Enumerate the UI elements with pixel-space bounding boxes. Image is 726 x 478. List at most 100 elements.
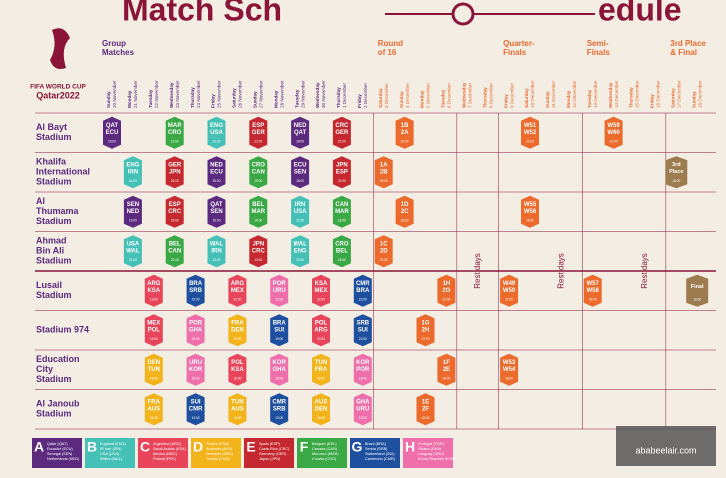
match-team: MAR <box>335 209 349 215</box>
logo-text: Qatar2022 <box>36 90 80 100</box>
day-date: 8 December <box>488 83 493 108</box>
watermark-box <box>616 426 716 466</box>
match-team: 2D <box>380 248 388 254</box>
match-time: 22:00 <box>442 298 450 302</box>
match-team: KOR <box>189 367 203 373</box>
group-team: Australia (AUS) <box>206 447 233 451</box>
match-team: POL <box>315 320 328 326</box>
day-weekday: Thursday <box>629 87 634 108</box>
match-team: W51 <box>524 123 537 129</box>
match-time: 18:00 <box>380 179 388 183</box>
stadium-name: Thumama <box>36 206 80 216</box>
match-badge <box>332 156 351 189</box>
match-time: 19:00 <box>129 219 137 223</box>
match-badge <box>249 116 268 149</box>
stadium-name: Education <box>36 354 80 364</box>
match-time: 16:00 <box>192 377 200 381</box>
match-badge <box>228 274 247 307</box>
day-date: 5 December <box>426 83 431 108</box>
match-time: 18:00 <box>359 377 367 381</box>
match-time: 22:00 <box>380 258 388 262</box>
match-badge <box>437 274 456 307</box>
match-time: 19:00 <box>171 219 179 223</box>
match-badge <box>165 116 184 149</box>
match-team: POR <box>356 367 370 373</box>
group-team: Korea Republic (KOR) <box>418 457 457 461</box>
match-team: CAN <box>335 202 348 208</box>
group-team: Switzerland (SUI) <box>365 452 395 456</box>
match-time: 22:00 <box>254 140 262 144</box>
match-badge <box>437 353 456 386</box>
match-time: 18:00 <box>338 219 346 223</box>
match-team: 2C <box>401 209 409 215</box>
match-team: JPN <box>169 169 181 175</box>
match-team: CRO <box>168 130 182 136</box>
match-badge <box>521 116 539 149</box>
match-team: AUS <box>147 406 160 412</box>
match-team: 1F <box>443 360 450 366</box>
match-team: CMR <box>189 406 203 412</box>
match-team: DEN <box>315 406 328 412</box>
stage-label: Quarter- <box>503 39 535 48</box>
group-team: USA (USA) <box>100 452 120 456</box>
match-team: SEN <box>127 202 139 208</box>
stage-label: of 16 <box>378 48 397 57</box>
stage-label: & Final <box>670 48 697 57</box>
day-weekday: Tuesday <box>587 89 592 108</box>
match-team: W53 <box>503 360 516 366</box>
match-team: FRA <box>148 399 161 405</box>
stage-label: Finals <box>503 48 527 57</box>
match-time: 22:00 <box>317 298 325 302</box>
match-team: ESP <box>336 169 348 175</box>
day-weekday: Sunday <box>253 91 258 108</box>
group-box <box>191 438 241 468</box>
day-date: 14 December <box>614 80 619 108</box>
match-team: SRB <box>189 288 202 294</box>
match-time: 19:00 <box>233 337 241 341</box>
group-team: Japan (JPN) <box>259 457 281 461</box>
title-left: Match Sch <box>122 0 282 27</box>
match-time: 18:00 <box>317 377 325 381</box>
match-team: USA <box>127 241 140 247</box>
match-team: QAT <box>294 130 307 136</box>
day-date: 2 December <box>363 83 368 108</box>
match-badge <box>103 116 121 149</box>
stadium-name: Stadium <box>36 256 72 266</box>
group-team: Qatar (QAT) <box>47 442 68 446</box>
stadium-name: Al Bayt <box>36 122 67 132</box>
match-team: BRA <box>273 320 287 326</box>
match-team: WAL <box>293 241 307 247</box>
match-time: 19:00 <box>192 337 200 341</box>
match-badge <box>312 314 330 347</box>
stadium-name: Lusail <box>36 280 62 290</box>
match-time: 22:00 <box>589 298 597 302</box>
match-badge <box>291 156 310 189</box>
group-team: Denmark (DEN) <box>206 452 234 456</box>
match-team: TUN <box>315 360 327 366</box>
day-weekday: Sunday <box>399 91 404 108</box>
match-time: 22:00 <box>359 337 367 341</box>
match-badge <box>270 393 289 426</box>
match-team: GHA <box>273 367 287 373</box>
match-badge <box>249 156 268 189</box>
match-team: CMR <box>272 399 286 405</box>
match-badge <box>312 393 330 426</box>
match-badge <box>312 353 330 386</box>
stage-label: Matches <box>102 48 135 57</box>
match-team: QAT <box>106 123 119 129</box>
match-team: URU <box>273 288 286 294</box>
match-time: 18:00 <box>505 377 513 381</box>
match-time: 22:00 <box>213 140 221 144</box>
match-team: ESP <box>169 202 181 208</box>
day-weekday: Wednesday <box>315 82 320 108</box>
match-team: MEX <box>231 288 244 294</box>
match-badge <box>165 156 184 189</box>
match-team: SRB <box>273 406 286 412</box>
match-time: 18:00 <box>526 219 534 223</box>
match-badge <box>228 314 247 347</box>
title-ball <box>451 2 475 26</box>
match-time: 16:00 <box>233 377 241 381</box>
day-weekday: Sunday <box>691 91 696 108</box>
day-date: 25 November <box>217 80 222 108</box>
day-weekday: Friday <box>503 94 508 108</box>
